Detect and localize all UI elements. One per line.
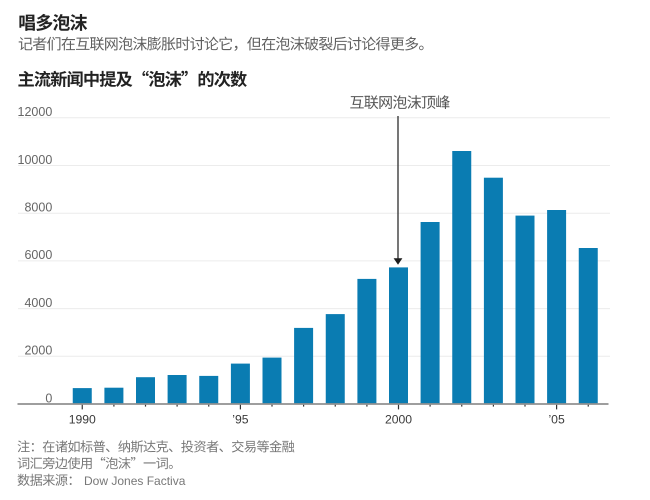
svg-text:’95: ’95 [232,412,248,426]
svg-text:6000: 6000 [24,248,52,262]
svg-text:Dow Jones Factiva: Dow Jones Factiva [84,474,186,488]
svg-text:2000: 2000 [24,344,52,358]
svg-text:’05: ’05 [548,412,564,426]
svg-text:12000: 12000 [18,105,53,119]
svg-text:10000: 10000 [18,153,53,167]
svg-text:0: 0 [45,391,52,405]
svg-text:2000: 2000 [385,412,412,426]
svg-text:4000: 4000 [24,296,52,310]
svg-text:1990: 1990 [69,412,96,426]
svg-text:8000: 8000 [24,201,52,215]
